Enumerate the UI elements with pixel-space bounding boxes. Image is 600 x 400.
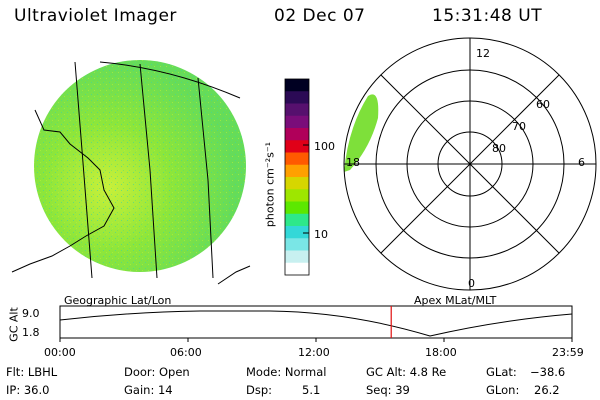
colorbar-stripe [285, 152, 309, 166]
longitude-line [74, 61, 93, 279]
polar-plot [343, 37, 597, 291]
uvi-image-panel [11, 60, 251, 285]
date-label: 02 Dec 07 [274, 6, 366, 26]
timeline-ylabel: GC Alt [7, 307, 21, 342]
polar-axis [380, 74, 560, 254]
longitude-line [197, 77, 214, 279]
gain-value: Gain: 14 [124, 383, 173, 397]
mlt-label-0: 0 [468, 277, 475, 290]
image-caption: Geographic Lat/Lon [64, 294, 172, 307]
mlt-label-6: 6 [578, 156, 585, 169]
colorbar-stripe [285, 226, 309, 239]
colorbar-stripe [285, 128, 309, 141]
orbit-altitude-curve [59, 310, 573, 337]
colorbar-stripe [285, 213, 309, 227]
time-label: 15:31:48 UT [432, 6, 543, 26]
colorbar-stripe [285, 250, 309, 264]
dsp-value: 5.1 [302, 383, 321, 397]
dsp-label: Dsp: [246, 383, 273, 397]
latitude-line [99, 61, 241, 99]
timeline-xtick-0000: 00:00 [44, 346, 76, 359]
lat-label-60: 60 [536, 98, 550, 111]
filter-value: Flt: LBHL [6, 365, 58, 379]
polar-caption: Apex MLat/MLT [414, 294, 497, 307]
colorbar-stripe [285, 201, 309, 215]
image-speckle [34, 60, 246, 272]
colorbar-stripe [285, 103, 309, 117]
timeline-ytick-high: 9.0 [22, 307, 40, 320]
mlt-label-12: 12 [476, 47, 490, 60]
coastline [217, 265, 251, 285]
door-value: Door: Open [124, 365, 190, 379]
colorbar-stripe [285, 177, 309, 190]
glat-value: −38.6 [530, 365, 566, 379]
timeline-xtick-1800: 18:00 [425, 346, 457, 359]
colorbar-unit-label: photon cm⁻²s⁻¹ [263, 141, 277, 228]
lat-label-80: 80 [492, 142, 506, 155]
colorbar-stripe [285, 262, 309, 276]
timeline-xtick-2359: 23:59 [552, 346, 584, 359]
colorbar-stripe [285, 189, 309, 202]
lat-label-70: 70 [512, 120, 526, 133]
colorbar-stripe [285, 140, 309, 153]
glon-label: GLon: [486, 383, 520, 397]
glat-label: GLat: [486, 365, 517, 379]
glon-value: 26.2 [534, 383, 560, 397]
colorbar-stripe [285, 238, 309, 251]
ip-value: IP: 36.0 [6, 383, 50, 397]
timeline-ytick-low: 1.8 [22, 326, 40, 339]
colorbar-stripe [285, 164, 309, 178]
colorbar-stripe [285, 115, 309, 129]
colorbar-tick-10: 10 [314, 228, 328, 241]
orbit-timeline [59, 305, 573, 342]
timeline-xtick-1200: 12:00 [298, 346, 330, 359]
coastline [11, 109, 115, 273]
colorbar-tick-100: 100 [314, 140, 335, 153]
longitude-line [139, 63, 158, 279]
colorbar-stripe [285, 79, 309, 92]
colorbar-stripe [285, 91, 309, 104]
mode-value: Mode: Normal [246, 365, 327, 379]
timeline-xtick-0600: 06:00 [170, 346, 202, 359]
seq-value: Seq: 39 [366, 383, 410, 397]
auroral-patch [344, 94, 379, 172]
mlt-label-18: 18 [346, 156, 360, 169]
gcalt-value: GC Alt: 4.8 Re [366, 365, 447, 379]
colorbar [284, 78, 310, 276]
app-title: Ultraviolet Imager [14, 6, 177, 26]
